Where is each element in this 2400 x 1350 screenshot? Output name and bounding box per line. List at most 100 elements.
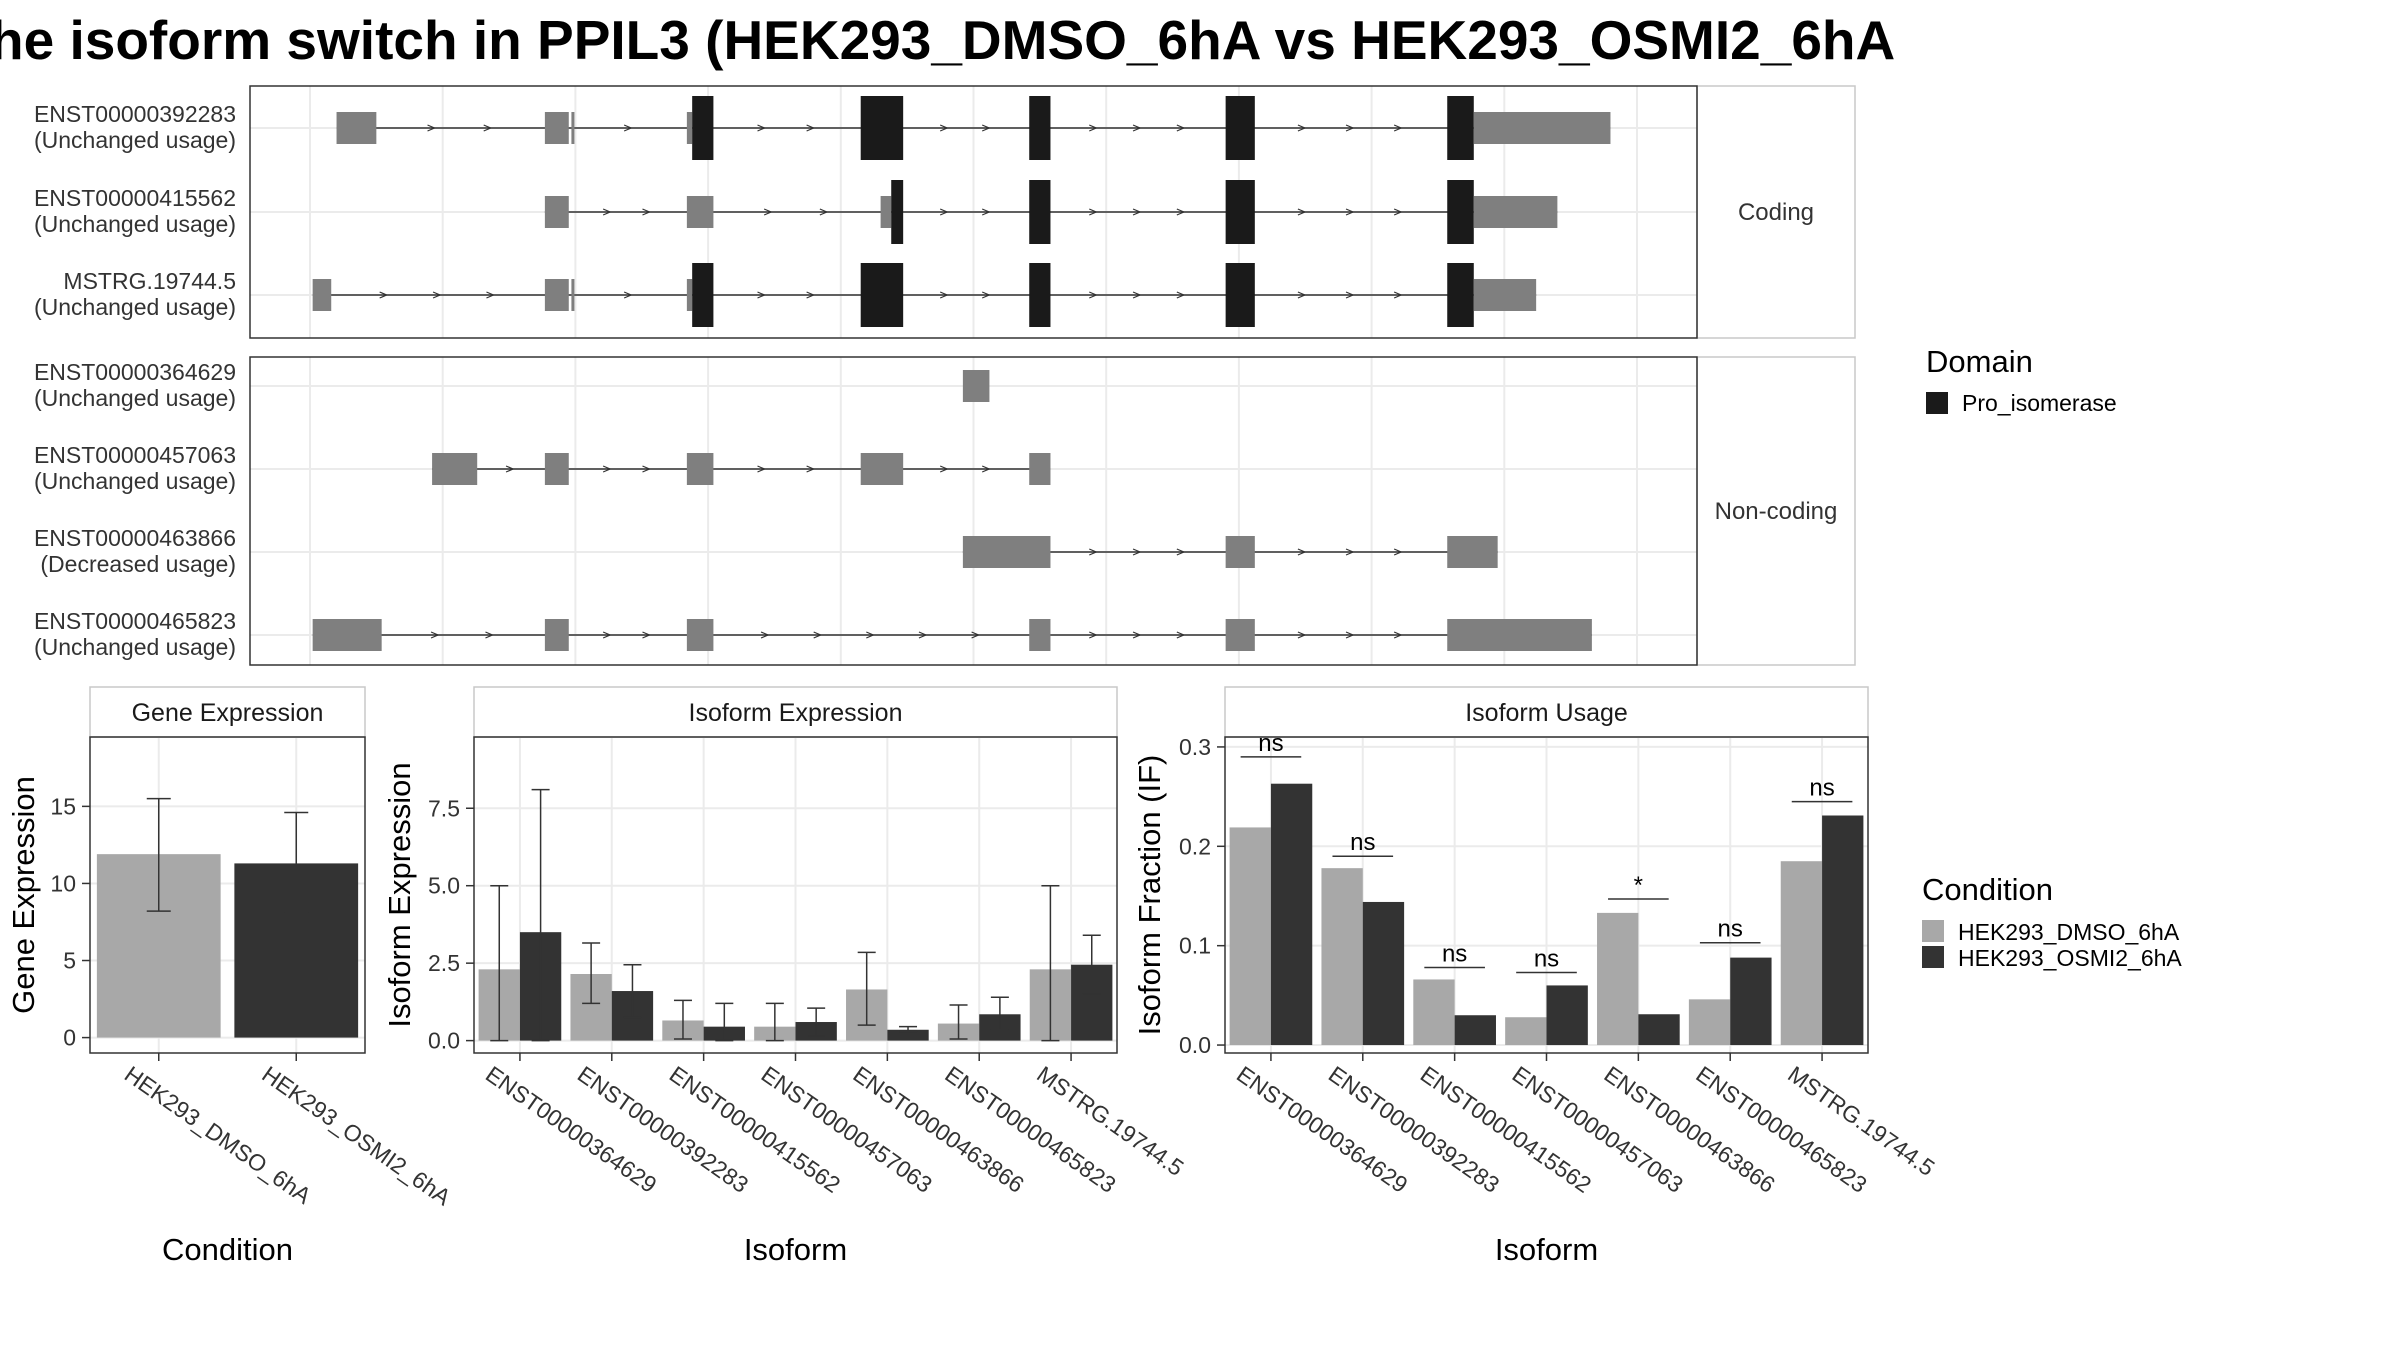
direction-arrow: [1176, 208, 1186, 216]
direction-arrow: [1132, 548, 1142, 556]
bar: [1688, 999, 1731, 1046]
bar: [1229, 827, 1271, 1046]
transcript-usage-label: (Unchanged usage): [34, 211, 236, 237]
y-tick-label: 0.1: [1179, 933, 1211, 959]
domain-exon: [1029, 96, 1051, 160]
x-tick-label: ENST00000415562: [665, 1061, 845, 1198]
x-tick-label: ENST00000415562: [1416, 1061, 1596, 1198]
domain-exon: [891, 180, 904, 244]
utr-exon: [686, 453, 714, 485]
panel-border: [89, 736, 366, 1054]
direction-arrow: [1132, 208, 1142, 216]
domain-exon: [1447, 96, 1474, 160]
condition-legend-key: [1922, 946, 1944, 968]
direction-arrow: [1297, 124, 1307, 132]
y-tick-label: 10: [50, 870, 76, 896]
structure-panel-border: [249, 85, 1698, 339]
utr-exon: [1029, 619, 1051, 651]
transcript-id-label: ENST00000392283: [34, 101, 236, 127]
direction-arrow: [981, 465, 991, 473]
direction-arrow: [1393, 208, 1403, 216]
direction-arrow: [866, 631, 875, 639]
bar: [1546, 985, 1588, 1046]
utr-exon: [544, 196, 569, 228]
direction-arrow: [763, 208, 773, 216]
bar: [1780, 861, 1823, 1046]
direction-arrow: [981, 291, 991, 299]
significance-label: ns: [1258, 730, 1283, 757]
x-tick-label: MSTRG.19744.5: [1032, 1061, 1188, 1181]
significance-label: ns: [1442, 941, 1467, 968]
direction-arrow: [939, 465, 949, 473]
direction-arrow: [1393, 124, 1403, 132]
direction-arrow: [1089, 124, 1098, 132]
significance-label: ns: [1534, 946, 1559, 973]
transcript-id-label: ENST00000463866: [34, 525, 236, 551]
x-tick-label: ENST00000457063: [757, 1061, 937, 1198]
domain-exon: [1029, 263, 1051, 327]
direction-arrow: [806, 124, 816, 132]
utr-exon: [1473, 196, 1558, 228]
transcript-usage-label: (Unchanged usage): [34, 468, 236, 494]
direction-arrow: [1345, 124, 1355, 132]
utr-exon: [571, 279, 575, 311]
direction-arrow: [806, 465, 816, 473]
x-tick-label: ENST00000457063: [1508, 1061, 1688, 1198]
bar: [1362, 901, 1405, 1046]
direction-arrow: [1176, 548, 1186, 556]
direction-arrow: [1297, 208, 1307, 216]
direction-arrow: [486, 291, 495, 299]
transcript-id-label: ENST00000457063: [34, 442, 236, 468]
bar: [1505, 1017, 1547, 1046]
direction-arrow: [939, 208, 949, 216]
y-tick-label: 0.0: [428, 1028, 460, 1054]
direction-arrow: [1345, 548, 1355, 556]
transcript-id-label: MSTRG.19744.5: [63, 268, 236, 294]
bar: [1270, 783, 1313, 1046]
direction-arrow: [1176, 124, 1186, 132]
utr-exon: [962, 370, 990, 402]
direction-arrow: [819, 208, 829, 216]
direction-arrow: [602, 465, 612, 473]
figure-title: he isoform switch in PPIL3 (HEK293_DMSO_…: [0, 9, 1896, 71]
utr-exon: [1447, 619, 1592, 651]
direction-arrow: [918, 631, 928, 639]
y-tick-label: 0: [63, 1025, 76, 1051]
bar: [1597, 912, 1639, 1046]
utr-exon: [544, 619, 569, 651]
direction-arrow: [1089, 631, 1098, 639]
panel-title: Gene Expression: [132, 699, 324, 727]
x-tick-label: ENST00000392283: [573, 1061, 753, 1198]
direction-arrow: [1089, 208, 1098, 216]
x-axis-title: Isoform: [744, 1232, 847, 1267]
domain-legend-title: Domain: [1926, 344, 2033, 379]
direction-arrow: [813, 631, 823, 639]
direction-arrow: [1393, 548, 1403, 556]
utr-exon: [686, 112, 693, 144]
x-tick-label: MSTRG.19744.5: [1783, 1061, 1939, 1181]
transcript-usage-label: (Decreased usage): [40, 551, 236, 577]
transcript-id-label: ENST00000465823: [34, 608, 236, 634]
utr-exon: [312, 279, 332, 311]
direction-arrow: [939, 291, 949, 299]
transcript-usage-label: (Unchanged usage): [34, 127, 236, 153]
domain-exon: [1447, 180, 1474, 244]
panel-title: Isoform Expression: [689, 699, 903, 727]
utr-exon: [432, 453, 478, 485]
y-axis-title: Isoform Expression: [382, 762, 417, 1027]
domain-exon: [1225, 263, 1255, 327]
significance-label: ns: [1809, 775, 1834, 802]
direction-arrow: [939, 124, 949, 132]
direction-arrow: [430, 631, 440, 639]
x-tick-label: ENST00000392283: [1324, 1061, 1504, 1198]
x-tick-label: ENST00000465823: [940, 1061, 1120, 1198]
facet-strip: [1696, 356, 1856, 666]
utr-exon: [686, 196, 714, 228]
direction-arrow: [379, 291, 389, 299]
domain-exon: [692, 263, 714, 327]
transcript-id-label: ENST00000364629: [34, 359, 236, 385]
significance-label: ns: [1718, 916, 1743, 943]
utr-exon: [544, 279, 569, 311]
utr-exon: [1029, 453, 1051, 485]
